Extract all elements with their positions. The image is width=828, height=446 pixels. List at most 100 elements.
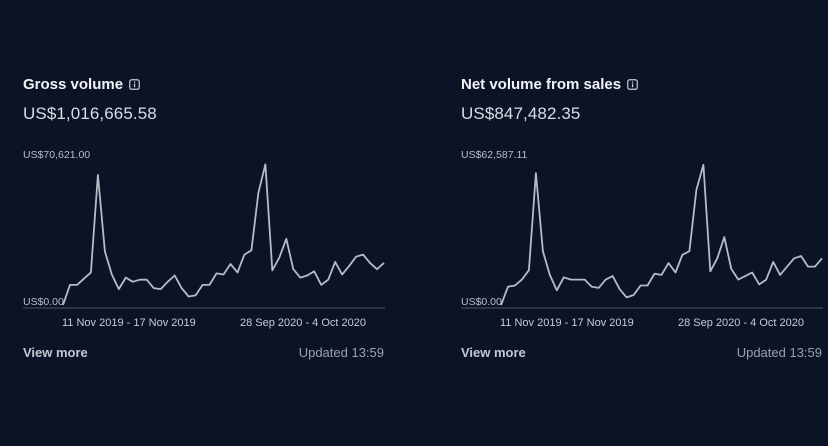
data-point[interactable] bbox=[75, 283, 79, 287]
data-point[interactable] bbox=[785, 265, 789, 269]
data-point[interactable] bbox=[103, 249, 107, 253]
data-point[interactable] bbox=[222, 273, 226, 277]
data-point[interactable] bbox=[333, 260, 337, 264]
data-point[interactable] bbox=[520, 278, 524, 282]
data-point[interactable] bbox=[611, 274, 615, 278]
volume-line-chart[interactable] bbox=[23, 150, 385, 315]
data-point[interactable] bbox=[319, 283, 323, 287]
data-point[interactable] bbox=[625, 295, 629, 299]
data-point[interactable] bbox=[173, 274, 177, 278]
data-point[interactable] bbox=[368, 261, 372, 265]
data-point[interactable] bbox=[632, 293, 636, 297]
data-point[interactable] bbox=[354, 255, 358, 259]
data-point[interactable] bbox=[382, 261, 386, 265]
data-point[interactable] bbox=[778, 273, 782, 277]
data-point[interactable] bbox=[138, 278, 142, 282]
data-point[interactable] bbox=[813, 265, 817, 269]
data-point[interactable] bbox=[117, 287, 121, 291]
data-point[interactable] bbox=[305, 274, 309, 278]
data-point[interactable] bbox=[208, 283, 212, 287]
x-axis-end-label: 28 Sep 2020 - 4 Oct 2020 bbox=[240, 317, 366, 329]
data-point[interactable] bbox=[555, 288, 559, 292]
volume-series-line bbox=[62, 163, 385, 306]
data-point[interactable] bbox=[270, 268, 274, 272]
data-point[interactable] bbox=[743, 274, 747, 278]
data-point[interactable] bbox=[326, 278, 330, 282]
view-more-link[interactable]: View more bbox=[23, 345, 88, 360]
data-point[interactable] bbox=[680, 253, 684, 257]
data-point[interactable] bbox=[277, 256, 281, 260]
data-point[interactable] bbox=[639, 284, 643, 288]
data-point[interactable] bbox=[701, 163, 705, 167]
data-point[interactable] bbox=[361, 253, 365, 257]
data-point[interactable] bbox=[583, 278, 587, 282]
data-point[interactable] bbox=[124, 276, 128, 280]
info-icon[interactable] bbox=[627, 79, 638, 90]
data-point[interactable] bbox=[764, 278, 768, 282]
data-point[interactable] bbox=[82, 277, 86, 281]
data-point[interactable] bbox=[166, 280, 170, 284]
data-point[interactable] bbox=[604, 278, 608, 282]
data-point[interactable] bbox=[653, 272, 657, 276]
data-point[interactable] bbox=[96, 173, 100, 177]
data-point[interactable] bbox=[771, 260, 775, 264]
data-point[interactable] bbox=[541, 249, 545, 253]
data-point[interactable] bbox=[792, 256, 796, 260]
data-point[interactable] bbox=[687, 249, 691, 253]
data-point[interactable] bbox=[674, 271, 678, 275]
info-icon[interactable] bbox=[129, 79, 140, 90]
data-point[interactable] bbox=[729, 267, 733, 271]
data-point[interactable] bbox=[284, 237, 288, 241]
data-point[interactable] bbox=[715, 256, 719, 260]
data-point[interactable] bbox=[375, 267, 379, 271]
data-point[interactable] bbox=[513, 284, 517, 288]
data-point[interactable] bbox=[750, 271, 754, 275]
data-point[interactable] bbox=[534, 171, 538, 175]
data-point[interactable] bbox=[722, 235, 726, 239]
data-point[interactable] bbox=[646, 284, 650, 288]
data-point[interactable] bbox=[590, 285, 594, 289]
data-point[interactable] bbox=[527, 268, 531, 272]
data-point[interactable] bbox=[736, 278, 740, 282]
data-point[interactable] bbox=[131, 280, 135, 284]
data-point[interactable] bbox=[548, 273, 552, 277]
data-point[interactable] bbox=[291, 267, 295, 271]
data-point[interactable] bbox=[229, 262, 233, 266]
data-point[interactable] bbox=[597, 286, 601, 290]
data-point[interactable] bbox=[347, 264, 351, 268]
data-point[interactable] bbox=[660, 273, 664, 277]
data-point[interactable] bbox=[263, 162, 267, 166]
view-more-link[interactable]: View more bbox=[461, 345, 526, 360]
data-point[interactable] bbox=[562, 275, 566, 279]
data-point[interactable] bbox=[215, 271, 219, 275]
data-point[interactable] bbox=[806, 265, 810, 269]
data-point[interactable] bbox=[236, 270, 240, 274]
data-point[interactable] bbox=[68, 283, 72, 287]
volume-line-chart[interactable] bbox=[461, 150, 823, 315]
data-point[interactable] bbox=[180, 286, 184, 290]
data-point[interactable] bbox=[694, 188, 698, 192]
data-point[interactable] bbox=[159, 287, 163, 291]
data-point[interactable] bbox=[152, 286, 156, 290]
data-point[interactable] bbox=[256, 191, 260, 195]
data-point[interactable] bbox=[708, 269, 712, 273]
data-point[interactable] bbox=[340, 273, 344, 277]
data-point[interactable] bbox=[89, 270, 93, 274]
data-point[interactable] bbox=[194, 293, 198, 297]
data-point[interactable] bbox=[298, 276, 302, 280]
data-point[interactable] bbox=[249, 248, 253, 252]
data-point[interactable] bbox=[569, 278, 573, 282]
data-point[interactable] bbox=[506, 285, 510, 289]
data-point[interactable] bbox=[145, 278, 149, 282]
data-point[interactable] bbox=[201, 283, 205, 287]
data-point[interactable] bbox=[312, 269, 316, 273]
data-point[interactable] bbox=[242, 253, 246, 257]
data-point[interactable] bbox=[618, 287, 622, 291]
data-point[interactable] bbox=[576, 278, 580, 282]
data-point[interactable] bbox=[110, 273, 114, 277]
data-point[interactable] bbox=[799, 254, 803, 258]
data-point[interactable] bbox=[187, 295, 191, 299]
data-point[interactable] bbox=[667, 261, 671, 265]
data-point[interactable] bbox=[757, 282, 761, 286]
data-point[interactable] bbox=[820, 256, 824, 260]
